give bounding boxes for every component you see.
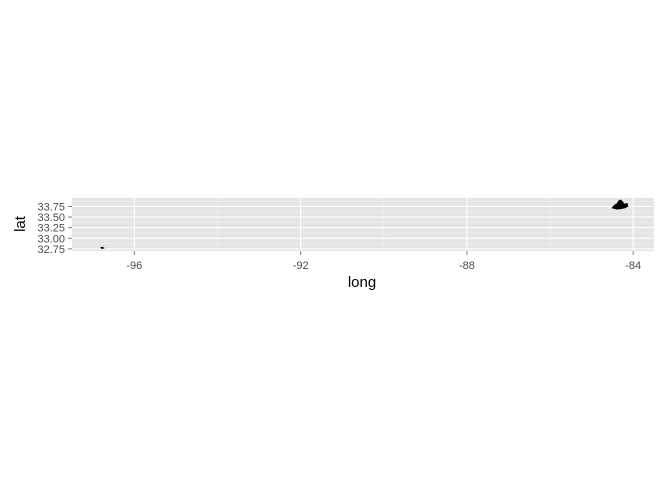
x-axis-ticks: -96 -92 -88 -84 <box>126 251 641 272</box>
map-shapes <box>100 199 629 250</box>
map-shape-west-speck <box>100 246 105 250</box>
y-tick-label: 33.75 <box>37 201 65 213</box>
x-tick-label: -96 <box>126 260 142 272</box>
y-tick-label: 32.75 <box>37 244 65 256</box>
y-tick-label: 33.00 <box>37 233 65 245</box>
y-axis-title: lat <box>12 215 29 232</box>
x-tick-label: -84 <box>625 260 641 272</box>
y-tick-label: 33.25 <box>37 223 65 235</box>
y-tick-label: 33.50 <box>37 212 65 224</box>
x-tick-label: -92 <box>293 260 309 272</box>
x-axis-title: long <box>348 274 376 291</box>
x-tick-label: -88 <box>459 260 475 272</box>
map-shape-east-cluster <box>611 199 629 210</box>
grid-lines <box>72 198 654 251</box>
